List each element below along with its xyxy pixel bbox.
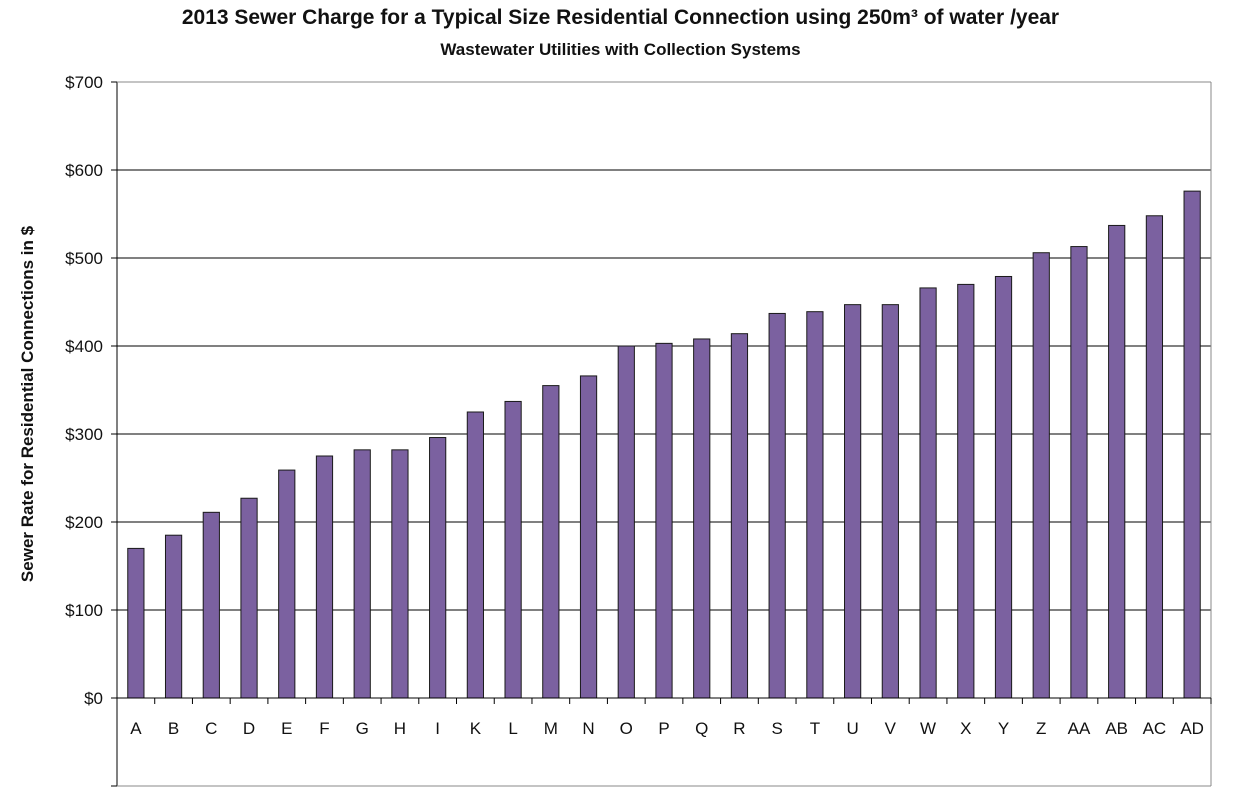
bar: [844, 304, 862, 699]
bar: [957, 283, 975, 699]
x-tick-label: S: [772, 719, 783, 738]
x-tick-label: AD: [1180, 719, 1204, 738]
bar: [768, 312, 786, 699]
bar: [1183, 190, 1201, 699]
bar: [278, 469, 296, 699]
x-tick-label: N: [582, 719, 594, 738]
x-tick-label: B: [168, 719, 179, 738]
bar: [315, 455, 334, 699]
bar: [542, 385, 560, 699]
bar: [994, 275, 1013, 699]
y-tick-label: $500: [65, 249, 103, 268]
bar: [240, 497, 258, 699]
bar: [730, 333, 749, 699]
x-tick-label: G: [356, 719, 369, 738]
bar: [806, 311, 824, 699]
chart-subtitle: Wastewater Utilities with Collection Sys…: [440, 40, 801, 59]
y-tick-label: $600: [65, 161, 103, 180]
x-tick-label: Z: [1036, 719, 1046, 738]
x-tick-labels: A B C D E F G H I K L M N O P Q R S T U V W X Y Z AA AB AC AD: [130, 719, 1204, 738]
x-tick-label: C: [205, 719, 217, 738]
bar: [617, 345, 635, 699]
x-tick-label: A: [130, 719, 142, 738]
bar: [466, 411, 484, 699]
y-tick-label: $700: [65, 73, 103, 92]
bar: [391, 449, 409, 699]
x-tick-label: AA: [1068, 719, 1091, 738]
bar: [202, 511, 220, 699]
chart-title: 2013 Sewer Charge for a Typical Size Res…: [181, 6, 1060, 29]
bar: [1070, 246, 1088, 699]
y-tick-label: $300: [65, 425, 103, 444]
x-tick-label: AC: [1143, 719, 1167, 738]
bar: [881, 304, 899, 699]
x-tick-label: U: [846, 719, 858, 738]
bar: [693, 338, 711, 699]
bar: [1145, 215, 1164, 699]
bar: [919, 287, 937, 699]
y-tick-label: $0: [84, 689, 103, 708]
bar: [353, 449, 371, 699]
x-tick-label: I: [435, 719, 440, 738]
x-tick-label: D: [243, 719, 255, 738]
bar: [429, 437, 447, 699]
bar: [579, 375, 598, 699]
x-tick-label: O: [620, 719, 633, 738]
y-tick-label: $400: [65, 337, 103, 356]
x-tick-label: E: [281, 719, 292, 738]
x-tick-label: AB: [1105, 719, 1128, 738]
x-tick-label: P: [658, 719, 669, 738]
x-tick-label: L: [508, 719, 517, 738]
bar: [127, 547, 145, 699]
bar: [1032, 252, 1050, 699]
x-tick-label: Q: [695, 719, 708, 738]
x-tick-label: W: [920, 719, 936, 738]
x-tick-label: R: [733, 719, 745, 738]
x-tick-label: F: [319, 719, 329, 738]
axes: [111, 81, 1212, 787]
bar: [164, 534, 183, 699]
bar: [655, 342, 673, 699]
y-tick-label: $200: [65, 513, 103, 532]
x-tick-label: Y: [998, 719, 1009, 738]
bar: [504, 400, 522, 699]
x-tick-label: M: [544, 719, 558, 738]
bars: [127, 190, 1201, 699]
x-tick-label: T: [810, 719, 820, 738]
x-tick-label: H: [394, 719, 406, 738]
x-tick-label: K: [470, 719, 482, 738]
x-tick-label: V: [885, 719, 897, 738]
y-tick-label: $100: [65, 601, 103, 620]
bar: [1108, 224, 1126, 699]
x-tick-label: X: [960, 719, 971, 738]
y-tick-labels: $0 $100 $200 $300 $400 $500 $600 $700: [65, 73, 103, 708]
